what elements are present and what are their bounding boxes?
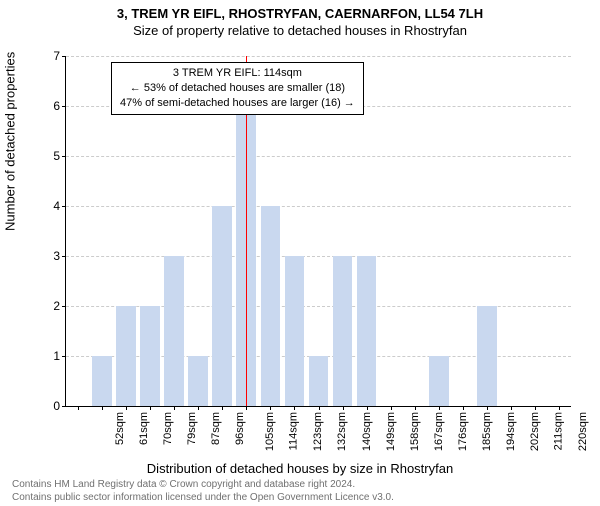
gridline bbox=[66, 156, 571, 157]
xtick-mark bbox=[415, 406, 416, 410]
ytick-label: 3 bbox=[0, 249, 60, 263]
ytick-mark bbox=[62, 106, 66, 107]
annotation-line2: ← 53% of detached houses are smaller (18… bbox=[120, 81, 355, 96]
footer-text: Contains HM Land Registry data © Crown c… bbox=[12, 479, 394, 504]
bar bbox=[477, 306, 497, 406]
xtick-mark bbox=[535, 406, 536, 410]
ytick-mark bbox=[62, 206, 66, 207]
xtick-mark bbox=[222, 406, 223, 410]
xtick-mark bbox=[367, 406, 368, 410]
xtick-label: 149sqm bbox=[385, 412, 397, 451]
xtick-mark bbox=[559, 406, 560, 410]
xtick-label: 220sqm bbox=[577, 412, 589, 451]
xtick-mark bbox=[439, 406, 440, 410]
plot-area: 3 TREM YR EIFL: 114sqm ← 53% of detached… bbox=[65, 56, 571, 407]
ytick-mark bbox=[62, 356, 66, 357]
xtick-label: 114sqm bbox=[288, 412, 300, 450]
gridline bbox=[66, 256, 571, 257]
bar bbox=[261, 206, 281, 406]
xtick-label: 96sqm bbox=[234, 412, 246, 445]
xtick-label: 79sqm bbox=[186, 412, 198, 445]
xtick-mark bbox=[78, 406, 79, 410]
xtick-label: 176sqm bbox=[457, 412, 469, 451]
bar bbox=[429, 356, 449, 406]
ytick-label: 6 bbox=[0, 99, 60, 113]
ytick-mark bbox=[62, 156, 66, 157]
chart-subtitle: Size of property relative to detached ho… bbox=[0, 23, 600, 38]
xtick-label: 158sqm bbox=[409, 412, 421, 451]
xtick-mark bbox=[391, 406, 392, 410]
bar bbox=[140, 306, 160, 406]
xtick-mark bbox=[198, 406, 199, 410]
gridline bbox=[66, 206, 571, 207]
ytick-label: 1 bbox=[0, 349, 60, 363]
ytick-mark bbox=[62, 256, 66, 257]
ytick-label: 0 bbox=[0, 399, 60, 413]
xtick-label: 123sqm bbox=[313, 412, 325, 451]
xtick-mark bbox=[246, 406, 247, 410]
ytick-mark bbox=[62, 406, 66, 407]
bar bbox=[357, 256, 377, 406]
annotation-line3: 47% of semi-detached houses are larger (… bbox=[120, 96, 355, 111]
ytick-label: 2 bbox=[0, 299, 60, 313]
xtick-mark bbox=[174, 406, 175, 410]
xtick-mark bbox=[126, 406, 127, 410]
xtick-mark bbox=[102, 406, 103, 410]
xtick-label: 167sqm bbox=[433, 412, 445, 451]
xtick-mark bbox=[463, 406, 464, 410]
bar bbox=[333, 256, 353, 406]
xtick-mark bbox=[343, 406, 344, 410]
chart-title: 3, TREM YR EIFL, RHOSTRYFAN, CAERNARFON,… bbox=[0, 6, 600, 21]
bar bbox=[188, 356, 208, 406]
xtick-label: 194sqm bbox=[505, 412, 517, 451]
bar bbox=[285, 256, 305, 406]
xtick-label: 61sqm bbox=[138, 412, 150, 445]
annotation-line1: 3 TREM YR EIFL: 114sqm bbox=[120, 66, 355, 81]
xtick-label: 211sqm bbox=[552, 412, 564, 450]
xtick-mark bbox=[270, 406, 271, 410]
ytick-label: 7 bbox=[0, 49, 60, 63]
annotation-box: 3 TREM YR EIFL: 114sqm ← 53% of detached… bbox=[111, 62, 364, 115]
bar bbox=[92, 356, 112, 406]
bar bbox=[212, 206, 232, 406]
xtick-mark bbox=[319, 406, 320, 410]
ytick-label: 4 bbox=[0, 199, 60, 213]
xtick-mark bbox=[511, 406, 512, 410]
xtick-label: 105sqm bbox=[264, 412, 276, 451]
xtick-mark bbox=[150, 406, 151, 410]
xtick-label: 202sqm bbox=[529, 412, 541, 451]
xtick-label: 132sqm bbox=[337, 412, 349, 451]
footer-line2: Contains public sector information licen… bbox=[12, 492, 394, 505]
xtick-mark bbox=[294, 406, 295, 410]
xtick-label: 140sqm bbox=[361, 412, 373, 451]
ytick-mark bbox=[62, 306, 66, 307]
ytick-mark bbox=[62, 56, 66, 57]
bar bbox=[164, 256, 184, 406]
xtick-mark bbox=[487, 406, 488, 410]
bar bbox=[116, 306, 136, 406]
bar bbox=[309, 356, 329, 406]
xtick-label: 185sqm bbox=[481, 412, 493, 451]
gridline bbox=[66, 56, 571, 57]
ytick-label: 5 bbox=[0, 149, 60, 163]
x-axis-label: Distribution of detached houses by size … bbox=[0, 461, 600, 476]
chart-container: 3, TREM YR EIFL, RHOSTRYFAN, CAERNARFON,… bbox=[0, 6, 600, 506]
xtick-label: 70sqm bbox=[162, 412, 174, 445]
footer-line1: Contains HM Land Registry data © Crown c… bbox=[12, 479, 394, 492]
xtick-label: 52sqm bbox=[114, 412, 126, 445]
xtick-label: 87sqm bbox=[210, 412, 222, 445]
